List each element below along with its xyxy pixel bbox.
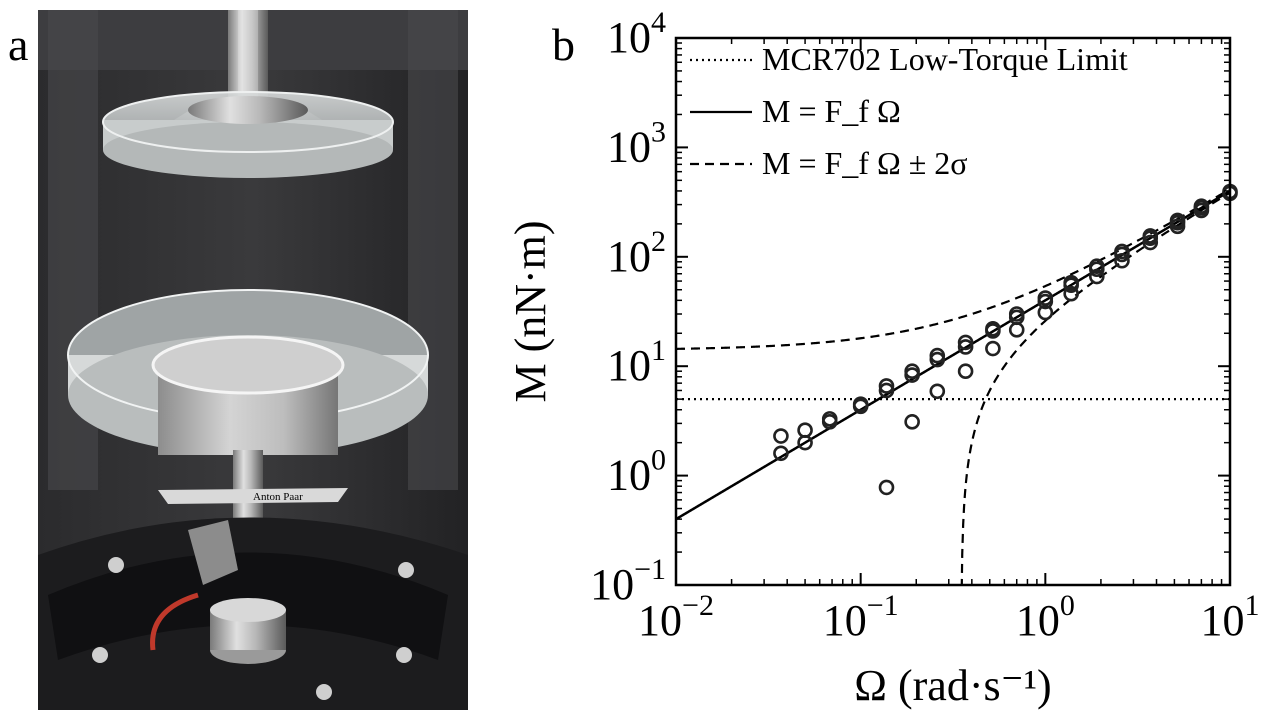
- data-point: [1008, 322, 1025, 338]
- legend-label: M = F_f Ω: [762, 93, 901, 129]
- legend: MCR702 Low-Torque Limit M = F_f Ω M = F_f …: [690, 41, 1128, 181]
- panel-a-label: a: [8, 19, 29, 70]
- y-tick-label: 101: [607, 334, 666, 390]
- data-point: [1037, 304, 1054, 321]
- x-axis-label: Ω (rad·s⁻¹): [854, 661, 1051, 710]
- data-point: [773, 428, 789, 444]
- x-tick-label: 101: [1201, 589, 1260, 645]
- x-tick-label: 10−2: [638, 589, 714, 645]
- y-tick-label: 102: [607, 225, 666, 281]
- data-point: [852, 398, 869, 415]
- y-tick-label: 104: [607, 6, 666, 62]
- data-point: [1089, 268, 1105, 285]
- data-point: [985, 323, 1001, 339]
- data-point: [1114, 246, 1130, 263]
- data-point: [904, 414, 920, 430]
- y-tick-label: 103: [607, 115, 666, 171]
- rheometer-photo: Anton Paar: [38, 10, 468, 710]
- data-point: [1193, 202, 1210, 219]
- data-point: [957, 334, 974, 351]
- data-point: [878, 378, 895, 394]
- legend-label: MCR702 Low-Torque Limit: [762, 41, 1128, 77]
- data-point: [1037, 293, 1054, 310]
- data-point: [797, 434, 813, 451]
- data-point: [929, 351, 946, 368]
- plot-frame: [674, 36, 1232, 587]
- data-point: [929, 383, 946, 400]
- data-point: [1142, 230, 1159, 246]
- brand-text: Anton Paar: [253, 491, 303, 503]
- data-point: [1063, 277, 1079, 294]
- data-point: [985, 340, 1001, 357]
- data-point: [1169, 218, 1186, 235]
- data-point: [773, 445, 789, 462]
- data-point: [957, 339, 974, 355]
- data-point: [878, 479, 895, 496]
- y-axis-label: M (nN·m): [506, 220, 555, 402]
- model-lines: [676, 188, 1230, 585]
- fit-lower-bound: [960, 191, 1230, 585]
- data-point: [1114, 252, 1130, 269]
- y-tick-label: 100: [607, 444, 666, 500]
- data-point: [797, 422, 813, 439]
- data-point: [821, 414, 838, 430]
- data-point: [1063, 285, 1079, 302]
- data-point: [1089, 261, 1105, 278]
- data-point: [878, 382, 895, 399]
- x-tick-label: 10−1: [823, 589, 899, 645]
- fit-upper-bound: [676, 188, 1230, 350]
- fit-line: [676, 189, 1230, 521]
- data-point: [957, 363, 974, 380]
- panel-b-label: b: [552, 19, 575, 70]
- y-tick-label: 10−1: [590, 553, 666, 609]
- legend-label: M = F_f Ω ± 2σ: [762, 145, 968, 181]
- data-point: [1142, 234, 1159, 251]
- data-point: [904, 367, 920, 383]
- x-tick-label: 100: [1016, 589, 1075, 645]
